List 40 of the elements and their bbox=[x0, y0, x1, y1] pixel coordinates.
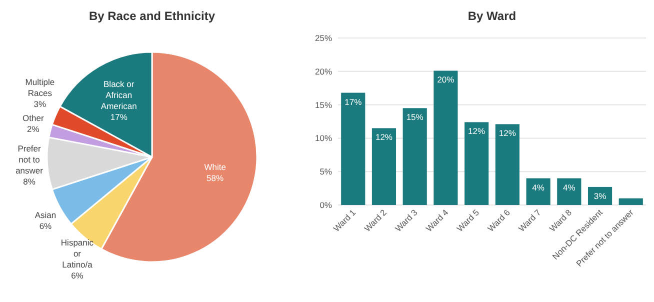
data-label: 20% bbox=[437, 74, 455, 85]
y-tick-label: 0% bbox=[320, 200, 332, 210]
data-label: 2% bbox=[27, 124, 40, 134]
y-tick-label: 5% bbox=[320, 166, 332, 177]
data-label: 17% bbox=[110, 112, 128, 122]
slice-label: Other bbox=[22, 112, 44, 123]
slice-label: Hispanic or Latino/a bbox=[60, 237, 94, 270]
data-label: 12% bbox=[375, 132, 393, 142]
bar bbox=[434, 70, 458, 205]
chart-title: By Race and Ethnicity bbox=[88, 9, 216, 23]
slice-label: White bbox=[204, 162, 226, 172]
data-label: 4% bbox=[532, 182, 545, 192]
data-label: 6% bbox=[39, 221, 52, 232]
data-label: 12% bbox=[498, 128, 516, 138]
slice-label: Black or African American bbox=[100, 78, 138, 111]
slice-label: Asian bbox=[34, 210, 56, 220]
data-label: 4% bbox=[563, 182, 576, 192]
data-label: 3% bbox=[594, 190, 607, 201]
bar bbox=[618, 198, 643, 205]
bar bbox=[372, 128, 396, 205]
bar bbox=[557, 178, 582, 205]
y-tick-label: 25% bbox=[314, 33, 332, 43]
y-tick-label: 15% bbox=[314, 100, 332, 110]
data-label: 6% bbox=[71, 270, 84, 280]
data-label: 3% bbox=[34, 98, 47, 109]
y-tick-label: 20% bbox=[314, 66, 332, 76]
chart-title: By Ward bbox=[468, 9, 516, 23]
y-tick-label: 10% bbox=[314, 133, 332, 144]
data-label: 12% bbox=[468, 126, 486, 136]
bar bbox=[464, 122, 489, 205]
data-label: 8% bbox=[23, 176, 36, 186]
data-label: 17% bbox=[344, 96, 362, 107]
bar bbox=[526, 178, 550, 205]
slice-label: Prefer not to answer bbox=[16, 143, 44, 176]
bar bbox=[495, 124, 520, 205]
data-label: 15% bbox=[406, 112, 424, 122]
slice-label: Multiple Races bbox=[25, 76, 55, 98]
bar bbox=[402, 108, 427, 205]
data-label: 58% bbox=[206, 173, 224, 184]
bar bbox=[341, 92, 366, 205]
